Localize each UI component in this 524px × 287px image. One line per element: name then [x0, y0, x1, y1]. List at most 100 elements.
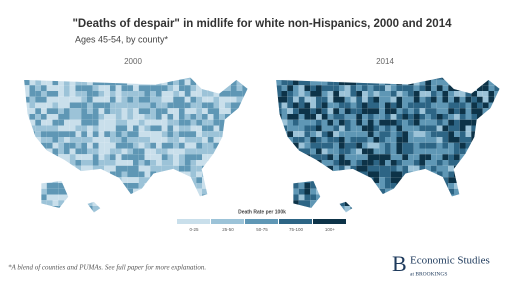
map-cell: [362, 91, 368, 97]
map-cell: [70, 131, 76, 137]
map-cell: [293, 137, 299, 143]
map-cell: [76, 126, 82, 132]
map-cell: [58, 85, 64, 91]
map-cell: [162, 160, 168, 166]
map-cell: [310, 120, 316, 126]
map-cell: [379, 97, 385, 103]
map-cell: [437, 108, 443, 114]
map-cell: [30, 108, 36, 114]
map-cell: [191, 154, 197, 160]
map-cell: [443, 126, 449, 132]
map-cell: [99, 97, 105, 103]
map-cell: [489, 91, 495, 97]
map-cell: [402, 154, 408, 160]
map-cell: [362, 103, 368, 109]
map-cell: [76, 103, 82, 109]
map-cell: [379, 114, 385, 120]
map-cell: [414, 154, 420, 160]
map-cell: [385, 137, 391, 143]
map-cell: [385, 172, 391, 178]
map-cell: [87, 149, 93, 155]
map-cell: [287, 120, 293, 126]
map-cell: [127, 166, 133, 172]
map-cell: [437, 114, 443, 120]
map-cell: [408, 160, 414, 166]
map-cell: [305, 149, 311, 155]
map-cell: [414, 91, 420, 97]
map-cell: [397, 131, 403, 137]
map-cell: [379, 143, 385, 149]
map-cell: [391, 120, 397, 126]
map-cell: [397, 172, 403, 178]
map-cell: [139, 108, 145, 114]
map-cell: [35, 97, 41, 103]
map-cell: [385, 183, 391, 189]
map-cell: [47, 103, 53, 109]
map-cell: [420, 91, 426, 97]
map-cell: [402, 108, 408, 114]
map-cell: [81, 114, 87, 120]
map-cell: [414, 120, 420, 126]
map-cell: [368, 172, 374, 178]
map-cell: [196, 114, 202, 120]
map-cell: [150, 131, 156, 137]
map-cell: [477, 103, 483, 109]
map-cell: [437, 143, 443, 149]
map-cell: [356, 97, 362, 103]
map-cell: [368, 103, 374, 109]
map-cell: [351, 143, 357, 149]
map-cell: [196, 177, 202, 183]
map-cell: [339, 85, 345, 91]
map-cell: [127, 85, 133, 91]
map-cell: [202, 120, 208, 126]
map-cell: [310, 97, 316, 103]
map-cell: [397, 103, 403, 109]
map-cell: [47, 143, 53, 149]
map-cell: [30, 103, 36, 109]
legend-label: 0-25: [189, 227, 199, 232]
map-cell: [351, 114, 357, 120]
map-cell: [368, 120, 374, 126]
map-cell: [345, 149, 351, 155]
map-cell: [116, 120, 122, 126]
map-cell: [328, 149, 334, 155]
map-cell: [368, 154, 374, 160]
map-cell: [379, 160, 385, 166]
map-cell: [322, 91, 328, 97]
map-cell: [156, 103, 162, 109]
map-cell: [47, 114, 53, 120]
map-cell: [402, 160, 408, 166]
map-cell: [191, 149, 197, 155]
map-cell: [156, 143, 162, 149]
map-cell: [127, 183, 133, 189]
map-cell: [191, 97, 197, 103]
map-cell: [374, 91, 380, 97]
map-cell: [437, 160, 443, 166]
map-cell: [316, 85, 322, 91]
map-cell: [150, 114, 156, 120]
map-cell: [208, 120, 214, 126]
map-cell: [41, 85, 47, 91]
map-cell: [145, 120, 151, 126]
map-cell: [310, 114, 316, 120]
map-cell: [93, 143, 99, 149]
map-cell: [53, 97, 59, 103]
map-cell: [333, 97, 339, 103]
map-cell: [287, 97, 293, 103]
map-cell: [87, 160, 93, 166]
map-cell: [139, 97, 145, 103]
map-cell: [214, 97, 220, 103]
map-cell: [47, 85, 53, 91]
map-cell: [93, 91, 99, 97]
map-cell: [168, 114, 174, 120]
map-cell: [414, 137, 420, 143]
map-cell: [443, 160, 449, 166]
map-cell: [368, 143, 374, 149]
map-cell: [133, 126, 139, 132]
map-cell: [156, 137, 162, 143]
map-cell: [420, 143, 426, 149]
map-cell: [460, 137, 466, 143]
map-cell: [93, 114, 99, 120]
map-cell: [333, 103, 339, 109]
map-cell: [127, 149, 133, 155]
